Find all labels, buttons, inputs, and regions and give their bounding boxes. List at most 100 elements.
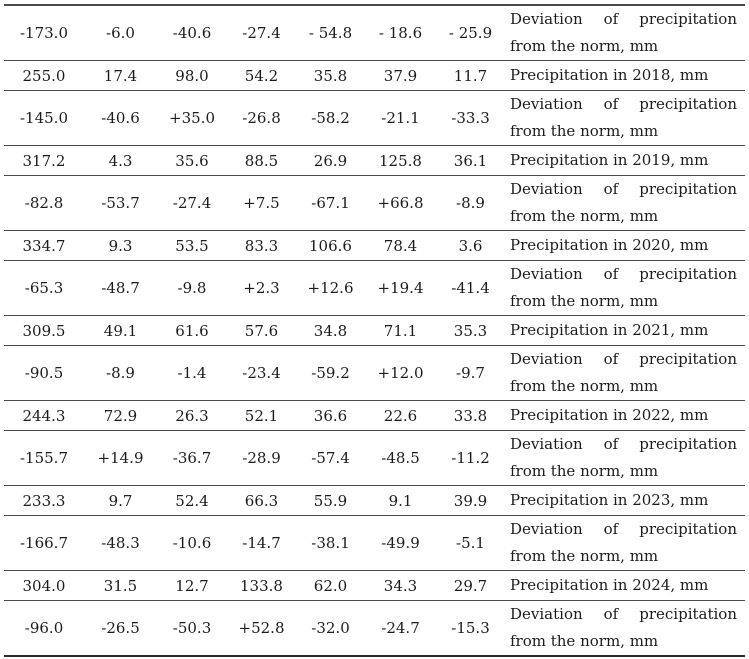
description-cell: Deviation of precipitation from the norm… (510, 520, 737, 565)
value-cell: 54.2 (244, 66, 279, 85)
value-cell: -166.7 (19, 534, 68, 552)
table-row: 304.0 31.5 12.7 133.8 62.0 34.3 29.7 Precipitat… (4, 571, 745, 601)
value-cell: 334.7 (22, 236, 66, 255)
description-cell: Deviation of precipitation from the norm… (510, 605, 737, 650)
table-body: -173.0 -6.0 -40.6 -27.4 - 54.8 - 18.6 - 25.9 De… (4, 5, 745, 656)
table-row: -173.0 -6.0 -40.6 -27.4 - 54.8 - 18.6 - 25.9 De… (4, 5, 745, 61)
value-cell: 233.3 (22, 491, 66, 510)
value-cell: 88.5 (244, 151, 279, 170)
table-row: 233.3 9.7 52.4 66.3 55.9 9.1 39.9 Precipitation… (4, 486, 745, 516)
description-cell: Deviation of precipitation from the norm… (510, 180, 737, 225)
description-cell: Precipitation in 2021, mm (510, 321, 709, 339)
value-cell: +7.5 (243, 194, 280, 212)
table-row: -145.0 -40.6 +35.0 -26.8 -58.2 -21.1 -33.3 Devi… (4, 91, 745, 146)
value-cell: 12.7 (175, 576, 209, 595)
value-cell: 39.9 (453, 491, 488, 510)
description-cell: Deviation of precipitation from the norm… (510, 10, 737, 55)
value-cell: 52.4 (175, 491, 209, 510)
value-cell: 98.0 (175, 66, 209, 85)
value-cell: 61.6 (175, 321, 209, 340)
value-cell: - 18.6 (378, 24, 423, 42)
description-cell: Deviation of precipitation from the norm… (510, 95, 737, 140)
value-cell: -8.9 (456, 194, 485, 212)
value-cell: -48.3 (101, 534, 140, 552)
value-cell: 34.8 (313, 321, 348, 340)
value-cell: 11.7 (453, 66, 488, 85)
value-cell: 35.3 (453, 321, 488, 340)
value-cell: -21.1 (381, 109, 420, 127)
value-cell: -67.1 (311, 194, 350, 212)
value-cell: 52.1 (244, 406, 279, 425)
value-cell: +66.8 (377, 194, 424, 212)
value-cell: 125.8 (379, 151, 422, 170)
paper-table-fragment: -173.0 -6.0 -40.6 -27.4 - 54.8 - 18.6 - 25.9 De… (0, 4, 749, 659)
value-cell: 3.6 (458, 236, 483, 255)
value-cell: -50.3 (172, 619, 212, 637)
table-row: 317.2 4.3 35.6 88.5 26.9 125.8 36.1 Precipitati… (4, 146, 745, 176)
value-cell: -1.4 (177, 364, 207, 382)
table-row: -155.7 +14.9 -36.7 -28.9 -57.4 -48.5 -11.2 Devi… (4, 431, 745, 486)
description-cell: Deviation of precipitation from the norm… (510, 435, 737, 480)
value-cell: 49.1 (103, 321, 138, 340)
value-cell: 4.3 (108, 151, 133, 170)
value-cell: 244.3 (22, 406, 66, 425)
value-cell: -57.4 (311, 449, 350, 467)
value-cell: 26.9 (313, 151, 348, 170)
value-cell: 255.0 (22, 66, 66, 85)
value-cell: 78.4 (383, 236, 418, 255)
value-cell: 37.9 (383, 66, 418, 85)
description-cell: Precipitation in 2024, mm (510, 576, 709, 594)
value-cell: -8.9 (106, 364, 135, 382)
value-cell: 66.3 (244, 491, 279, 510)
value-cell: -15.3 (451, 619, 490, 637)
value-cell: 83.3 (244, 236, 279, 255)
value-cell: -40.6 (101, 109, 140, 127)
value-cell: -82.8 (24, 194, 64, 212)
value-cell: -26.8 (242, 109, 281, 127)
table-row: -96.0 -26.5 -50.3 +52.8 -32.0 -24.7 -15.3 Devia… (4, 601, 745, 656)
value-cell: -6.0 (106, 24, 135, 42)
value-cell: 36.1 (453, 151, 488, 170)
table-row: -166.7 -48.3 -10.6 -14.7 -38.1 -49.9 -5.1 Devia… (4, 516, 745, 571)
value-cell: 53.5 (175, 236, 209, 255)
value-cell: 35.6 (175, 151, 209, 170)
value-cell: -27.4 (242, 24, 281, 42)
value-cell: 9.7 (108, 491, 133, 510)
value-cell: +12.0 (377, 364, 424, 382)
value-cell: -5.1 (456, 534, 485, 552)
value-cell: 9.1 (388, 491, 413, 510)
value-cell: -53.7 (101, 194, 140, 212)
description-cell: Precipitation in 2023, mm (510, 491, 709, 509)
value-cell: -27.4 (172, 194, 212, 212)
value-cell: -173.0 (19, 24, 68, 42)
value-cell: -23.4 (242, 364, 281, 382)
value-cell: -32.0 (311, 619, 350, 637)
value-cell: +14.9 (97, 449, 144, 467)
value-cell: +35.0 (169, 109, 215, 127)
value-cell: 33.8 (453, 406, 488, 425)
value-cell: -38.1 (311, 534, 350, 552)
value-cell: -48.7 (101, 279, 140, 297)
value-cell: -59.2 (311, 364, 350, 382)
value-cell: -145.0 (19, 109, 68, 127)
value-cell: 71.1 (383, 321, 418, 340)
value-cell: 22.6 (383, 406, 418, 425)
value-cell: -40.6 (172, 24, 212, 42)
value-cell: - 54.8 (308, 24, 353, 42)
value-cell: 309.5 (22, 321, 66, 340)
value-cell: -26.5 (101, 619, 140, 637)
value-cell: -24.7 (381, 619, 420, 637)
description-cell: Precipitation in 2018, mm (510, 66, 709, 84)
value-cell: -96.0 (24, 619, 64, 637)
value-cell: 55.9 (313, 491, 348, 510)
description-cell: Precipitation in 2019, mm (510, 151, 709, 169)
value-cell: 106.6 (309, 236, 352, 255)
description-cell: Deviation of precipitation from the norm… (510, 350, 737, 395)
table-row: 334.7 9.3 53.5 83.3 106.6 78.4 3.6 Precipitatio… (4, 231, 745, 261)
value-cell: 304.0 (22, 576, 66, 595)
table-row: 244.3 72.9 26.3 52.1 36.6 22.6 33.8 Precipitati… (4, 401, 745, 431)
value-cell: 62.0 (313, 576, 348, 595)
value-cell: -36.7 (172, 449, 212, 467)
description-cell: Deviation of precipitation from the norm… (510, 265, 737, 310)
precipitation-table: -173.0 -6.0 -40.6 -27.4 - 54.8 - 18.6 - 25.9 De… (4, 4, 745, 657)
